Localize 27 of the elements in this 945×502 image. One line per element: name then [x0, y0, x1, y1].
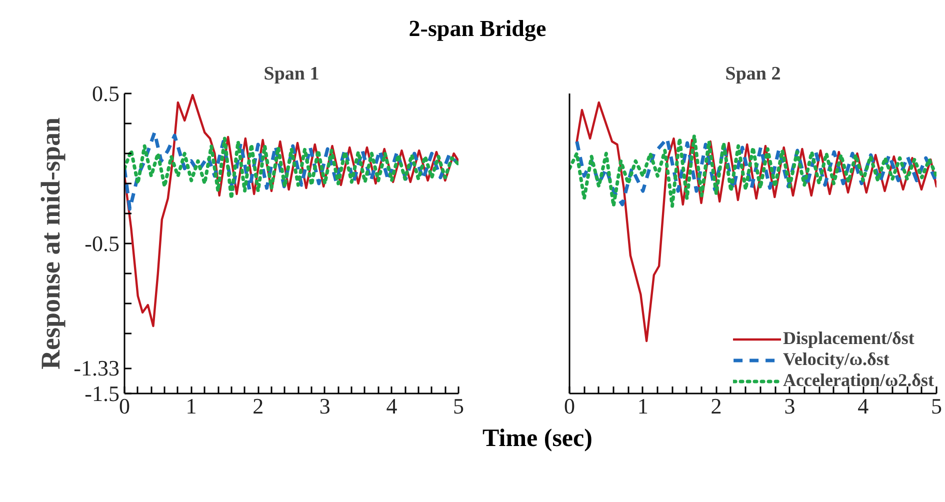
line-series: [124, 94, 458, 328]
y-tick-label: -0.5: [84, 231, 120, 256]
x-axis-title: Time (sec): [482, 424, 592, 454]
chart-title: 2-span Bridge: [408, 15, 546, 44]
y-tick-label: -1.5: [84, 381, 120, 406]
x-tick-label: 4: [858, 394, 869, 418]
x-tick-label: 1: [186, 394, 197, 418]
x-tick-label: 3: [319, 394, 330, 418]
x-tick-label: 5: [931, 394, 942, 418]
y-tick-label: 0.5: [92, 81, 120, 106]
legend-label: Acceleration/ω2.δst: [783, 370, 934, 391]
y-tick-label: -1.33: [74, 356, 120, 380]
x-tick-label: 3: [784, 394, 796, 418]
legend-label: Velocity/ω.δst: [783, 349, 890, 370]
y-axis-title: Response at mid-span: [36, 117, 66, 370]
x-tick-label: 0: [119, 394, 130, 418]
x-tick-label: 0: [564, 394, 575, 418]
x-tick-label: 2: [252, 394, 264, 418]
x-tick-label: 2: [710, 394, 722, 418]
x-tick-label: 1: [637, 394, 648, 418]
line-series: [124, 136, 458, 200]
x-tick-label: 4: [386, 394, 398, 418]
chart-subtitle: Span 1: [264, 64, 320, 84]
x-tick-label: 5: [453, 394, 464, 418]
line-series: [124, 130, 458, 211]
legend-label: Displacement/δst: [783, 328, 914, 349]
chart-subtitle: Span 2: [725, 64, 781, 84]
